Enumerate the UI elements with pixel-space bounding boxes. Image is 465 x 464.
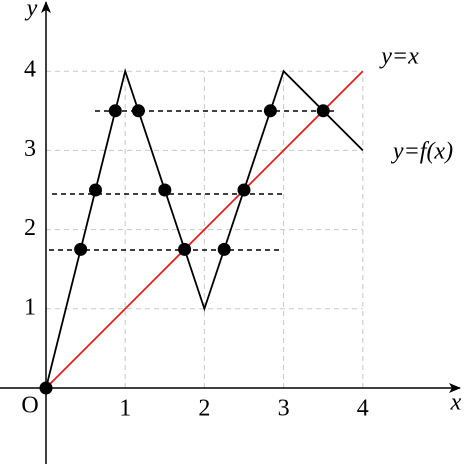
- point: [178, 242, 192, 256]
- x-tick-label: 2: [198, 396, 210, 422]
- point: [316, 104, 330, 118]
- x-axis-label: x: [450, 390, 462, 416]
- point: [263, 104, 277, 118]
- point: [158, 183, 172, 197]
- point: [237, 183, 251, 197]
- x-tick-label: 4: [357, 396, 369, 422]
- y-tick-label: 3: [24, 136, 36, 162]
- y-axis-label: y: [25, 0, 38, 22]
- point: [217, 242, 231, 256]
- point: [89, 183, 102, 197]
- grid: [46, 70, 364, 388]
- curve: [45, 67, 364, 389]
- origin-label: O: [21, 393, 38, 419]
- curve: [45, 70, 364, 389]
- x-tick-label: 1: [119, 396, 131, 422]
- y-tick-label: 2: [24, 215, 36, 241]
- x-tick-label: 3: [278, 396, 290, 422]
- curve-label: y=f(x): [391, 139, 453, 165]
- plot: [39, 67, 364, 395]
- y-tick-label: 4: [24, 57, 36, 83]
- point: [131, 104, 145, 118]
- point: [74, 242, 88, 256]
- y-tick-label: 1: [24, 294, 36, 320]
- curve-label: y=x: [379, 44, 419, 70]
- point: [39, 381, 53, 395]
- point: [108, 104, 122, 118]
